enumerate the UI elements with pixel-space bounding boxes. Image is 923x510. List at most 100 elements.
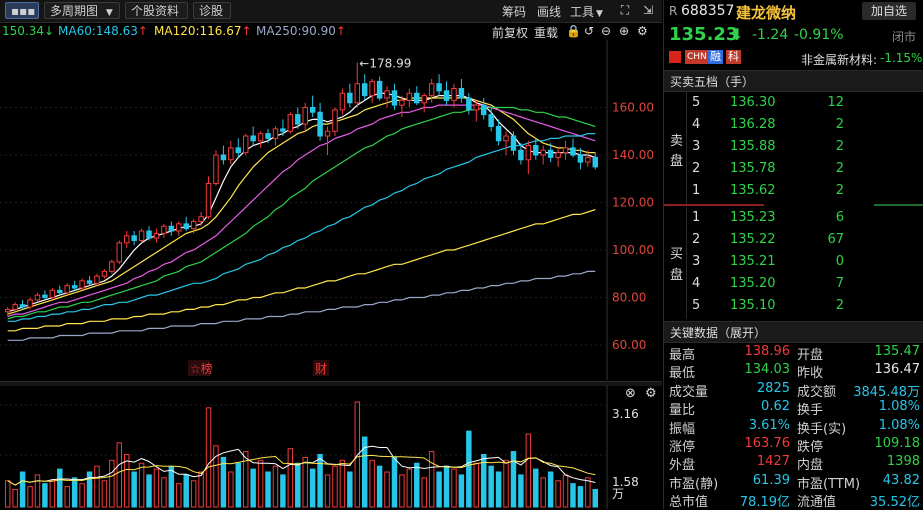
key-value: 2825 [756, 380, 790, 396]
key-value: 109.18 [874, 436, 921, 451]
candle [257, 131, 264, 148]
volume-chart[interactable]: 3.16 1.58 万 [0, 385, 662, 509]
volume-bar [466, 430, 472, 508]
stock-name: 建龙微纳 [736, 4, 797, 22]
undo-icon[interactable]: ↺ [584, 24, 595, 38]
buy-row[interactable]: 1 135.23 6 [664, 207, 923, 229]
stock-info-button[interactable]: 个股资料 [125, 2, 188, 19]
key-label: 振幅 [669, 421, 696, 437]
quote-panel: R 688357 建龙微纳 加自选 135.23 ⬇ -1.24 -0.91% … [663, 0, 923, 510]
candle [309, 95, 316, 117]
candle-body [406, 92, 413, 101]
chip-button[interactable]: 筹码 [502, 5, 527, 19]
marker-finance[interactable]: 财 [315, 362, 327, 376]
sell-row[interactable]: 3 135.88 2 [664, 136, 923, 158]
key-label: 跌停 [797, 440, 824, 455]
candle [64, 283, 70, 296]
price-change-pct: -0.91% [794, 27, 844, 43]
candle [361, 74, 368, 101]
key-data-row: 成交量 2825 成交额 3845.48万 [664, 380, 923, 400]
candle [533, 138, 539, 160]
candle [4, 307, 11, 317]
candle [585, 150, 591, 167]
sell-row[interactable]: 4 136.28 2 [664, 114, 923, 136]
candle-body [19, 304, 26, 308]
close-icon[interactable]: ⊗ [625, 386, 636, 401]
order-book-header[interactable]: 买卖五档（手） [664, 70, 923, 92]
order-price: 135.62 [730, 183, 776, 198]
volume-bar [332, 465, 338, 508]
candle [466, 93, 472, 115]
candle [376, 76, 383, 101]
candle-body [109, 261, 115, 272]
volume-bar [176, 483, 182, 508]
adjust-button[interactable]: 前复权 [492, 26, 529, 40]
sell-row[interactable]: 2 135.78 2 [664, 158, 923, 180]
settings-icon[interactable]: ⚙ [637, 24, 648, 38]
settings-icon[interactable]: ⚙ [645, 386, 657, 401]
sell-row[interactable]: 1 135.62 2 [664, 180, 923, 202]
volume-bar [309, 468, 316, 508]
key-label: 量比 [669, 403, 696, 419]
candle [34, 292, 41, 303]
multi-period-label: 多周期图 [50, 4, 99, 18]
marker-bg [313, 360, 329, 376]
candle-body [71, 285, 78, 289]
volume-bar [280, 474, 286, 508]
sell-row[interactable]: 5 136.30 12 [664, 92, 923, 114]
candle-body [153, 232, 160, 239]
marker-longhubang[interactable]: ☆榜 [190, 361, 213, 376]
key-data-header[interactable]: 关键数据（展开） [664, 321, 923, 343]
candle-body [510, 135, 517, 151]
draw-line-button[interactable]: 画线 [537, 5, 562, 19]
arrow-down-icon: ⬇ [730, 25, 744, 44]
order-volume: 2 [835, 298, 844, 313]
sell-ratio-bar [874, 204, 923, 206]
sell-label-1: 卖 [670, 134, 684, 149]
reload-button[interactable]: 重载 [534, 26, 559, 40]
buy-row[interactable]: 2 135.22 67 [664, 229, 923, 251]
collapse-icon[interactable]: ⇲ [642, 3, 654, 17]
candle [153, 228, 160, 243]
order-price: 135.22 [730, 232, 776, 247]
volume-bar [34, 474, 41, 508]
order-volume: 7 [835, 276, 844, 291]
tools-button[interactable]: 工具 ▼ [570, 3, 603, 20]
diagnosis-button[interactable]: 诊股 [193, 2, 231, 19]
key-value: 1427 [756, 454, 790, 470]
divider [686, 92, 687, 204]
menu-icon[interactable]: ▪▪▪ [5, 2, 39, 19]
candle [295, 107, 301, 129]
peak-label: ←178.99 [359, 56, 411, 70]
candle-body [369, 80, 375, 97]
zoom-out-icon[interactable]: ⊖ [601, 24, 612, 38]
candle [510, 131, 517, 155]
fullscreen-icon[interactable]: ⛶ [620, 3, 630, 17]
volume-bar [49, 480, 56, 508]
buy-row[interactable]: 4 135.20 7 [664, 273, 923, 295]
key-label: 市盈(TTM) [797, 476, 861, 492]
multi-period-button[interactable]: 多周期图 ▼ [44, 2, 120, 19]
candle-body [488, 114, 494, 127]
key-label: 流通值 [797, 495, 837, 510]
candle-body [79, 280, 85, 289]
volume-bar [555, 480, 561, 508]
arrow-up-icon: ↑ [335, 24, 346, 38]
zoom-in-icon[interactable]: ⊕ [619, 24, 630, 38]
buy-row[interactable]: 3 135.21 0 [664, 251, 923, 273]
sector-name[interactable]: 非金属新材料: [801, 53, 878, 67]
candle [190, 219, 197, 234]
add-watchlist-button[interactable]: 加自选 [862, 2, 916, 20]
lock-icon[interactable]: 🔒 [566, 24, 581, 38]
buy-row[interactable]: 5 135.10 2 [664, 295, 923, 317]
price-chart[interactable]: 160.00 140.00 120.00 100.00 80.00 60.00 ←178.… [0, 40, 662, 380]
candle [71, 280, 78, 291]
divider [686, 207, 687, 319]
key-label: 昨收 [797, 366, 824, 382]
volume-bar [265, 471, 271, 508]
ma-line-ma5 [7, 92, 596, 313]
tags-row: CHN 融 科 非金属新材料: -1.15% [664, 48, 923, 68]
key-label: 总市值 [669, 495, 709, 510]
candle [347, 83, 353, 108]
price-tick: 140.00 [612, 148, 654, 162]
